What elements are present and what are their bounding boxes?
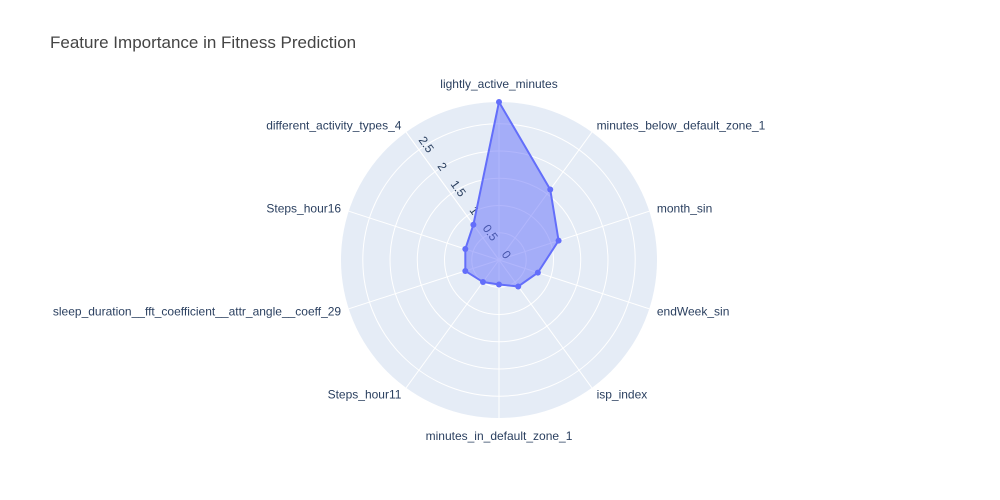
category-label: minutes_below_default_zone_1 [597, 119, 766, 133]
data-point [496, 99, 502, 105]
data-point [470, 221, 477, 228]
category-label: month_sin [657, 202, 712, 216]
data-point [479, 279, 486, 286]
category-labels: lightly_active_minutes minutes_below_defa… [53, 77, 766, 443]
chart-title: Feature Importance in Fitness Prediction [50, 33, 357, 52]
category-label: lightly_active_minutes [440, 77, 557, 91]
data-point [555, 237, 562, 244]
category-label: Steps_hour16 [266, 202, 341, 216]
data-point [496, 281, 502, 288]
category-label: different_activity_types_4 [266, 119, 402, 133]
category-label: minutes_in_default_zone_1 [426, 429, 573, 443]
data-series [462, 99, 562, 290]
data-point [462, 246, 469, 253]
category-label: endWeek_sin [657, 304, 730, 318]
category-label: sleep_duration__fft_coefficient__attr_an… [53, 304, 342, 318]
data-point [534, 269, 541, 276]
data-point [547, 186, 554, 193]
data-point [515, 283, 522, 290]
category-label: isp_index [597, 387, 648, 401]
data-point [462, 267, 469, 274]
category-label: Steps_hour11 [328, 387, 402, 401]
